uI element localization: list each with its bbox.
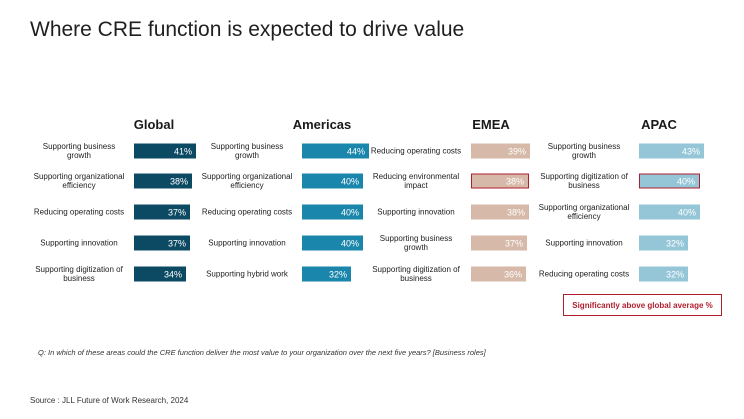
value-label: 40% (340, 207, 359, 217)
bar: 37% (134, 204, 190, 220)
value-label: 36% (503, 269, 522, 279)
value-label: 32% (665, 238, 684, 248)
category-label: Supporting business growth (210, 142, 284, 160)
value-label: 37% (167, 207, 186, 217)
category-label: Supporting organizational efficiency (33, 172, 125, 190)
panel-title: EMEA (472, 117, 510, 132)
panel-global: Global Supporting business growth 41% Suppo… (30, 112, 210, 292)
bar-row: Reducing operating costs 32% (535, 262, 715, 286)
bar-row: Supporting organizational efficiency 40% (535, 200, 715, 224)
bar: 39% (471, 143, 530, 159)
category-label: Reducing environmental impact (372, 172, 460, 190)
bar-row: Supporting innovation 40% (198, 231, 378, 255)
panel-apac: APAC Supporting business growth 43% Support… (535, 112, 715, 292)
bar-row: Supporting business growth 43% (535, 139, 715, 163)
panel-title: Americas (292, 117, 352, 132)
bar: 43% (639, 143, 704, 159)
bar-row: Supporting innovation 38% (367, 200, 547, 224)
bar-row: Reducing operating costs 37% (30, 200, 210, 224)
category-label: Supporting business growth (379, 234, 453, 252)
value-label: 43% (681, 146, 700, 156)
source-note: Source : JLL Future of Work Research, 20… (30, 396, 189, 405)
bar: 44% (302, 143, 369, 159)
bar-row: Supporting organizational efficiency 38% (30, 169, 210, 193)
panel-title: APAC (641, 117, 677, 132)
category-label: Supporting digitization of business (540, 172, 628, 190)
value-label: 40% (677, 207, 696, 217)
chart-title: Where CRE function is expected to drive … (30, 18, 465, 41)
bar: 38% (471, 173, 529, 189)
value-label: 37% (504, 238, 523, 248)
category-label: Supporting hybrid work (206, 269, 288, 279)
bar: 38% (471, 204, 529, 220)
category-label: Supporting innovation (208, 238, 286, 248)
bar: 32% (302, 266, 351, 282)
category-label: Supporting business growth (547, 142, 621, 160)
value-label: 41% (173, 146, 192, 156)
bar-row: Reducing operating costs 39% (367, 139, 547, 163)
value-label: 40% (340, 238, 359, 248)
category-label: Supporting organizational efficiency (538, 203, 630, 221)
bar-row: Supporting hybrid work 32% (198, 262, 378, 286)
bar: 32% (639, 266, 688, 282)
value-label: 39% (507, 146, 526, 156)
survey-question: Q: In which of these areas could the CRE… (38, 348, 486, 357)
category-label: Reducing operating costs (201, 207, 293, 217)
bar: 38% (134, 173, 192, 189)
bar: 40% (302, 173, 363, 189)
category-label: Supporting innovation (40, 238, 118, 248)
panel-americas: Americas Supporting business growth 44% Sup… (198, 112, 378, 292)
category-label: Reducing operating costs (538, 269, 630, 279)
panel-title: Global (133, 117, 175, 132)
bar-row: Supporting business growth 37% (367, 231, 547, 255)
bar-row: Supporting innovation 37% (30, 231, 210, 255)
category-label: Supporting innovation (377, 207, 455, 217)
panel-emea: EMEA Reducing operating costs 39% Reducing … (367, 112, 547, 292)
legend-highlight: Significantly above global average % (563, 294, 722, 316)
bar: 37% (471, 235, 527, 251)
category-label: Supporting innovation (545, 238, 623, 248)
category-label: Reducing operating costs (33, 207, 125, 217)
bar-row: Supporting business growth 41% (30, 139, 210, 163)
bar-row: Supporting digitization of business 34% (30, 262, 210, 286)
category-label: Reducing operating costs (370, 146, 462, 156)
value-label: 32% (665, 269, 684, 279)
bar: 41% (134, 143, 196, 159)
value-label: 40% (340, 176, 359, 186)
value-label: 38% (169, 176, 188, 186)
bar-row: Reducing environmental impact 38% (367, 169, 547, 193)
bar-row: Supporting business growth 44% (198, 139, 378, 163)
value-label: 40% (676, 176, 695, 186)
category-label: Supporting digitization of business (35, 265, 123, 283)
bar: 32% (639, 235, 688, 251)
category-label: Supporting business growth (42, 142, 116, 160)
bar-row: Reducing operating costs 40% (198, 200, 378, 224)
value-label: 37% (167, 238, 186, 248)
bar: 34% (134, 266, 186, 282)
bar: 40% (639, 173, 700, 189)
bar: 40% (639, 204, 700, 220)
bar-row: Supporting innovation 32% (535, 231, 715, 255)
bar: 37% (134, 235, 190, 251)
value-label: 38% (505, 176, 524, 186)
value-label: 32% (328, 269, 347, 279)
bar: 40% (302, 235, 363, 251)
category-label: Supporting organizational efficiency (201, 172, 293, 190)
category-label: Supporting digitization of business (372, 265, 460, 283)
bar-row: Supporting digitization of business 36% (367, 262, 547, 286)
value-label: 38% (506, 207, 525, 217)
value-label: 44% (346, 146, 365, 156)
bar-row: Supporting digitization of business 40% (535, 169, 715, 193)
bar: 36% (471, 266, 526, 282)
bar-row: Supporting organizational efficiency 40% (198, 169, 378, 193)
value-label: 34% (163, 269, 182, 279)
bar: 40% (302, 204, 363, 220)
